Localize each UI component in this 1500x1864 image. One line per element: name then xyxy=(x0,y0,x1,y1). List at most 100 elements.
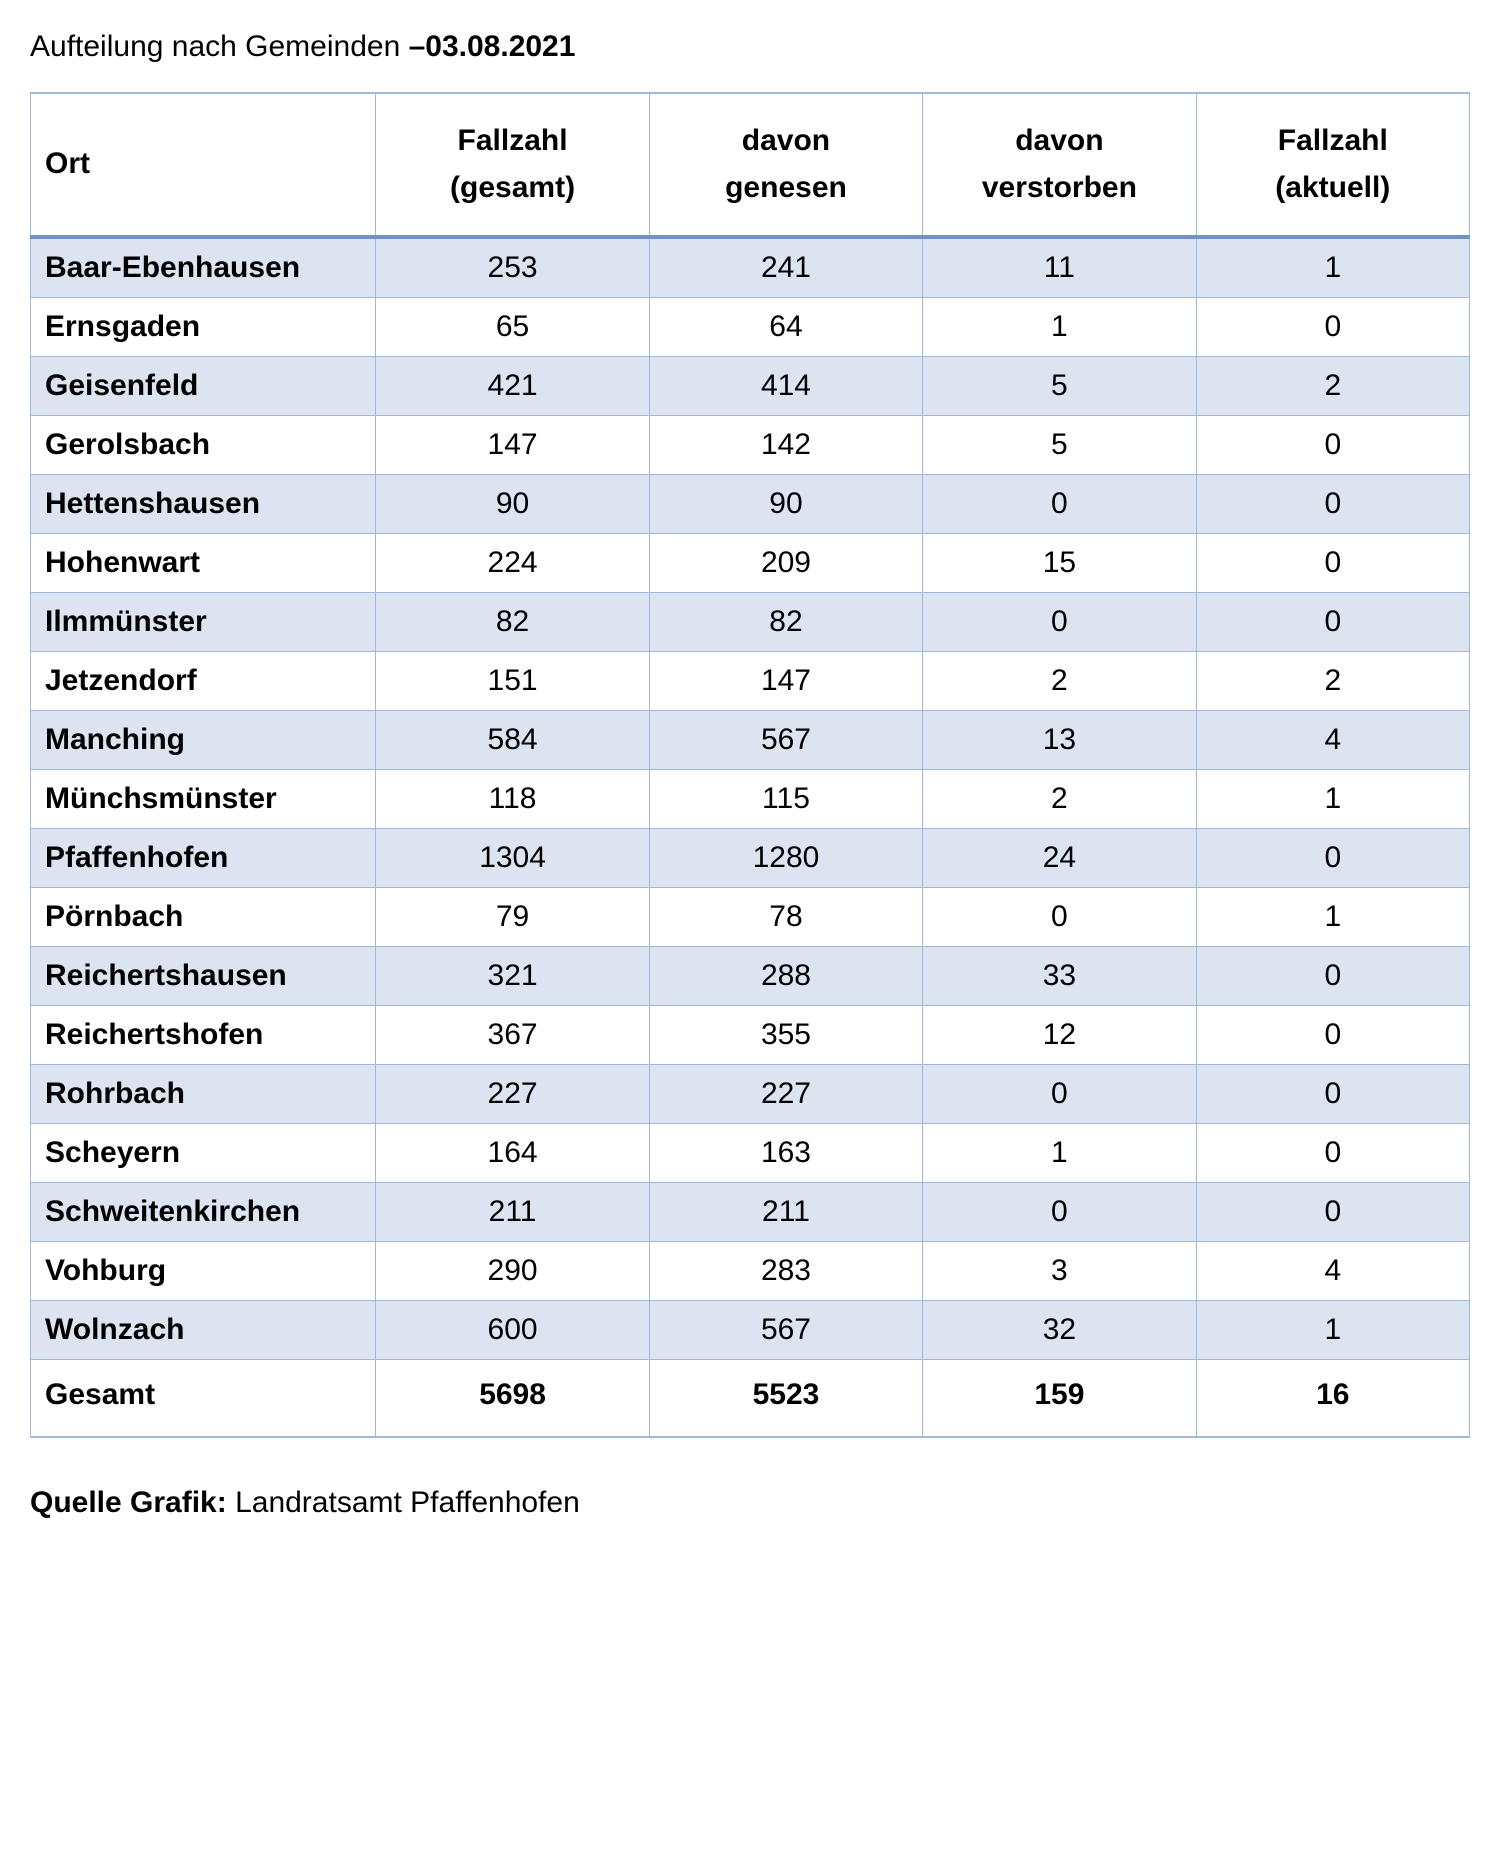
cell-aktuell: 0 xyxy=(1196,1183,1469,1242)
table-row: Vohburg29028334 xyxy=(31,1242,1470,1301)
cell-verstorben: 1 xyxy=(923,298,1196,357)
total-cell-aktuell: 16 xyxy=(1196,1360,1469,1438)
cell-gesamt: 1304 xyxy=(376,829,649,888)
cell-gesamt: 90 xyxy=(376,475,649,534)
table-row: Manching584567134 xyxy=(31,711,1470,770)
cell-genesen: 414 xyxy=(649,357,922,416)
source-label: Quelle Grafik: xyxy=(30,1486,227,1519)
cell-verstorben: 0 xyxy=(923,1183,1196,1242)
cell-verstorben: 15 xyxy=(923,534,1196,593)
cell-aktuell: 0 xyxy=(1196,534,1469,593)
cell-verstorben: 0 xyxy=(923,1065,1196,1124)
cell-ort: Geisenfeld xyxy=(31,357,376,416)
total-cell-genesen: 5523 xyxy=(649,1360,922,1438)
source-value: Landratsamt Pfaffenhofen xyxy=(227,1486,580,1519)
cell-genesen: 567 xyxy=(649,711,922,770)
col-header-genesen: davongenesen xyxy=(649,93,922,237)
cell-gesamt: 367 xyxy=(376,1006,649,1065)
cell-genesen: 90 xyxy=(649,475,922,534)
cell-aktuell: 4 xyxy=(1196,1242,1469,1301)
cell-genesen: 209 xyxy=(649,534,922,593)
cell-gesamt: 600 xyxy=(376,1301,649,1360)
cell-gesamt: 164 xyxy=(376,1124,649,1183)
cell-ort: Baar-Ebenhausen xyxy=(31,237,376,298)
table-row: Schweitenkirchen21121100 xyxy=(31,1183,1470,1242)
title-date: 03.08.2021 xyxy=(425,30,575,63)
gemeinden-table: OrtFallzahl(gesamt)davongenesendavonvers… xyxy=(30,92,1470,1438)
cell-verstorben: 24 xyxy=(923,829,1196,888)
cell-verstorben: 2 xyxy=(923,770,1196,829)
cell-gesamt: 79 xyxy=(376,888,649,947)
table-total-row: Gesamt5698552315916 xyxy=(31,1360,1470,1438)
table-row: Wolnzach600567321 xyxy=(31,1301,1470,1360)
cell-ort: Ernsgaden xyxy=(31,298,376,357)
cell-genesen: 283 xyxy=(649,1242,922,1301)
cell-aktuell: 1 xyxy=(1196,1301,1469,1360)
table-row: Ernsgaden656410 xyxy=(31,298,1470,357)
cell-verstorben: 13 xyxy=(923,711,1196,770)
cell-verstorben: 3 xyxy=(923,1242,1196,1301)
cell-aktuell: 2 xyxy=(1196,357,1469,416)
table-head: OrtFallzahl(gesamt)davongenesendavonvers… xyxy=(31,93,1470,237)
cell-aktuell: 0 xyxy=(1196,947,1469,1006)
cell-genesen: 64 xyxy=(649,298,922,357)
col-header-gesamt: Fallzahl(gesamt) xyxy=(376,93,649,237)
cell-genesen: 1280 xyxy=(649,829,922,888)
cell-gesamt: 290 xyxy=(376,1242,649,1301)
cell-aktuell: 1 xyxy=(1196,237,1469,298)
cell-ort: Ilmmünster xyxy=(31,593,376,652)
cell-genesen: 355 xyxy=(649,1006,922,1065)
table-row: Pfaffenhofen13041280240 xyxy=(31,829,1470,888)
cell-verstorben: 11 xyxy=(923,237,1196,298)
cell-aktuell: 0 xyxy=(1196,416,1469,475)
cell-genesen: 163 xyxy=(649,1124,922,1183)
table-row: Hohenwart224209150 xyxy=(31,534,1470,593)
cell-genesen: 82 xyxy=(649,593,922,652)
cell-genesen: 147 xyxy=(649,652,922,711)
table-row: Münchsmünster11811521 xyxy=(31,770,1470,829)
cell-ort: Pörnbach xyxy=(31,888,376,947)
cell-ort: Wolnzach xyxy=(31,1301,376,1360)
col-header-aktuell: Fallzahl(aktuell) xyxy=(1196,93,1469,237)
cell-verstorben: 2 xyxy=(923,652,1196,711)
cell-verstorben: 33 xyxy=(923,947,1196,1006)
cell-genesen: 78 xyxy=(649,888,922,947)
table-row: Reichertshausen321288330 xyxy=(31,947,1470,1006)
cell-ort: Schweitenkirchen xyxy=(31,1183,376,1242)
cell-genesen: 227 xyxy=(649,1065,922,1124)
cell-gesamt: 147 xyxy=(376,416,649,475)
table-row: Geisenfeld42141452 xyxy=(31,357,1470,416)
cell-aktuell: 0 xyxy=(1196,1065,1469,1124)
cell-aktuell: 0 xyxy=(1196,1124,1469,1183)
cell-ort: Manching xyxy=(31,711,376,770)
cell-gesamt: 82 xyxy=(376,593,649,652)
cell-ort: Scheyern xyxy=(31,1124,376,1183)
col-header-verstorben: davonverstorben xyxy=(923,93,1196,237)
total-cell-ort: Gesamt xyxy=(31,1360,376,1438)
cell-aktuell: 4 xyxy=(1196,711,1469,770)
cell-ort: Jetzendorf xyxy=(31,652,376,711)
cell-aktuell: 1 xyxy=(1196,770,1469,829)
cell-verstorben: 12 xyxy=(923,1006,1196,1065)
cell-gesamt: 151 xyxy=(376,652,649,711)
total-cell-gesamt: 5698 xyxy=(376,1360,649,1438)
cell-ort: Münchsmünster xyxy=(31,770,376,829)
cell-gesamt: 584 xyxy=(376,711,649,770)
table-row: Jetzendorf15114722 xyxy=(31,652,1470,711)
cell-genesen: 288 xyxy=(649,947,922,1006)
cell-aktuell: 0 xyxy=(1196,1006,1469,1065)
cell-verstorben: 0 xyxy=(923,475,1196,534)
cell-genesen: 567 xyxy=(649,1301,922,1360)
cell-ort: Rohrbach xyxy=(31,1065,376,1124)
cell-ort: Gerolsbach xyxy=(31,416,376,475)
cell-aktuell: 0 xyxy=(1196,298,1469,357)
cell-ort: Vohburg xyxy=(31,1242,376,1301)
cell-ort: Hettenshausen xyxy=(31,475,376,534)
cell-genesen: 211 xyxy=(649,1183,922,1242)
table-row: Scheyern16416310 xyxy=(31,1124,1470,1183)
cell-gesamt: 224 xyxy=(376,534,649,593)
cell-aktuell: 0 xyxy=(1196,475,1469,534)
table-header-row: OrtFallzahl(gesamt)davongenesendavonvers… xyxy=(31,93,1470,237)
cell-verstorben: 5 xyxy=(923,416,1196,475)
cell-ort: Reichertshausen xyxy=(31,947,376,1006)
